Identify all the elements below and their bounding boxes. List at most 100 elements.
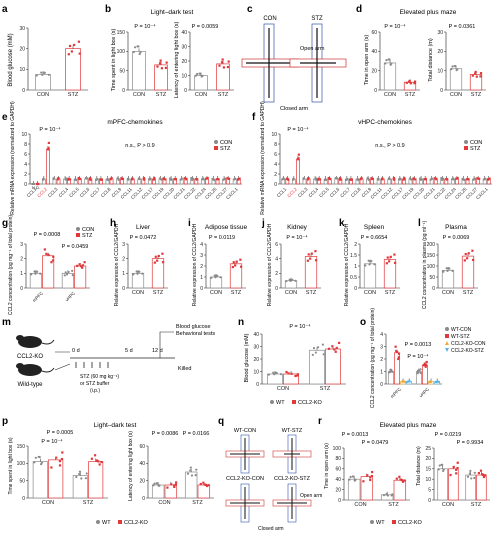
- data-point: [60, 457, 64, 461]
- data-point: [39, 272, 42, 275]
- data-point: [201, 74, 204, 77]
- data-point: [384, 62, 387, 65]
- y-axis-label: Time spent in light box (s): [111, 28, 117, 91]
- panel-title: Light–dark test: [94, 422, 137, 429]
- stz-label: (i.p.): [90, 388, 100, 394]
- legend-marker-ko: [118, 520, 122, 524]
- data-point: [61, 451, 64, 454]
- data-point: [456, 176, 459, 180]
- bar: [476, 474, 487, 501]
- x-tick-label: CCL8: [350, 186, 362, 198]
- chart-b2: 0 10 20 30 40 CON STZ: [181, 30, 234, 98]
- data-point: [292, 178, 295, 181]
- data-point: [64, 271, 67, 274]
- y-tick-label: 30: [181, 44, 187, 50]
- data-point: [414, 178, 417, 181]
- data-point: [387, 177, 391, 181]
- data-point: [424, 365, 427, 368]
- data-point: [80, 477, 83, 480]
- data-point: [219, 276, 222, 279]
- data-point: [424, 178, 428, 181]
- p-value: P = 0.0459: [62, 244, 89, 250]
- y-tick-label: 3: [200, 253, 203, 259]
- data-point: [186, 472, 190, 475]
- data-point: [76, 264, 79, 267]
- data-point: [318, 178, 322, 181]
- data-point: [338, 178, 341, 181]
- data-point: [403, 479, 406, 482]
- p-value: P = 0.0472: [130, 235, 157, 241]
- data-point: [317, 177, 320, 180]
- data-point: [367, 259, 370, 262]
- legend: CON STZ: [464, 140, 482, 152]
- data-point: [437, 468, 440, 471]
- data-point: [393, 253, 396, 256]
- data-point: [95, 459, 99, 462]
- y-axis-label: Relative mRNA expression (normalized to …: [260, 101, 266, 215]
- data-point: [471, 258, 475, 262]
- data-point: [297, 153, 300, 156]
- data-point: [297, 158, 300, 161]
- data-point: [393, 261, 397, 264]
- data-point: [35, 74, 38, 77]
- x-tick-label: STZ: [218, 92, 229, 98]
- data-point: [90, 457, 93, 460]
- data-point: [185, 177, 188, 180]
- data-point: [473, 476, 476, 480]
- panel-d: d Elevated plus maze P = 10⁻⁴ P = 0.0361…: [356, 4, 486, 98]
- data-point: [190, 176, 193, 180]
- maze-label-con: CON: [263, 16, 276, 22]
- data-point: [63, 274, 66, 277]
- y-tick-label: 20: [253, 357, 259, 363]
- y-tick-label: 20: [181, 59, 187, 65]
- mouse-tail: [41, 339, 55, 345]
- legend-label: WT-STZ: [451, 334, 470, 340]
- data-point: [164, 66, 168, 69]
- data-point: [99, 178, 102, 181]
- data-point: [183, 177, 186, 180]
- x-tick-label: mPFC: [32, 290, 45, 303]
- x-tick-label: CON: [285, 290, 297, 296]
- data-point: [216, 274, 219, 277]
- data-point: [446, 178, 449, 181]
- legend: WT-CON WT-STZ CCL2-KO-CON CCL2-KO-STZ: [445, 327, 486, 354]
- data-point: [401, 480, 405, 483]
- panel-letter: g: [2, 218, 8, 229]
- data-point: [419, 368, 422, 371]
- p-value: P = 0.0361: [449, 24, 476, 30]
- data-point: [396, 350, 399, 354]
- data-point: [170, 483, 173, 486]
- data-point: [239, 258, 242, 261]
- panel-e: e mPFC-chemokines Relative mRNA expressi…: [2, 101, 242, 215]
- data-point: [98, 463, 101, 466]
- x-tick-label: vHPC: [64, 290, 76, 302]
- data-point: [476, 177, 479, 180]
- bar: [151, 484, 165, 499]
- data-point: [469, 469, 472, 472]
- y-tick-label: 0: [256, 382, 259, 388]
- panel-title: vHPC-chemokines: [358, 119, 413, 126]
- panel-j: j Kidney P = 10⁻⁴ Relative expression of…: [261, 218, 321, 306]
- data-point: [446, 269, 449, 272]
- data-point: [58, 460, 62, 463]
- data-point: [152, 178, 155, 181]
- data-point: [226, 177, 229, 180]
- data-point: [307, 177, 310, 180]
- data-point: [40, 461, 44, 464]
- p-value: P = 0.0005: [47, 430, 74, 436]
- p-value: P = 10⁻⁴: [384, 23, 406, 30]
- y-tick-label: 10: [181, 73, 187, 79]
- y-tick-label: 2: [274, 172, 277, 178]
- y-tick-label: 3: [20, 242, 23, 248]
- data-point: [55, 456, 58, 459]
- data-point: [72, 43, 76, 47]
- x-tick-label: STZ: [68, 92, 79, 98]
- x-tick-label: CON: [42, 500, 54, 506]
- data-point: [273, 373, 276, 376]
- data-point: [32, 182, 35, 186]
- x-tick-label: STZ: [156, 92, 167, 98]
- data-point: [456, 467, 459, 470]
- data-point: [67, 270, 70, 274]
- data-point: [479, 72, 483, 75]
- panel-letter: r: [318, 416, 322, 427]
